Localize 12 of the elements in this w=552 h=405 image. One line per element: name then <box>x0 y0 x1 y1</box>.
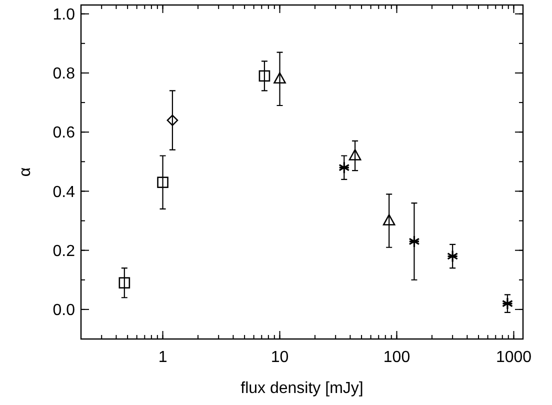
y-tick-label: 0.8 <box>52 66 76 83</box>
x-tick-label: 1 <box>158 349 168 366</box>
y-tick-label: 0.2 <box>52 242 76 260</box>
y-tick-label: 0.4 <box>52 184 76 201</box>
x-tick-label: 1000 <box>496 349 532 366</box>
x-tick-label: 10 <box>270 349 289 366</box>
x-axis-title: flux density [mJy] <box>240 380 364 397</box>
y-tick-label: 0.6 <box>52 124 76 142</box>
y-tick-label: 1.0 <box>52 6 76 24</box>
y-axis-title: α <box>17 167 34 177</box>
y-tick-label: 0.0 <box>52 302 76 320</box>
x-tick-label: 100 <box>383 349 410 366</box>
